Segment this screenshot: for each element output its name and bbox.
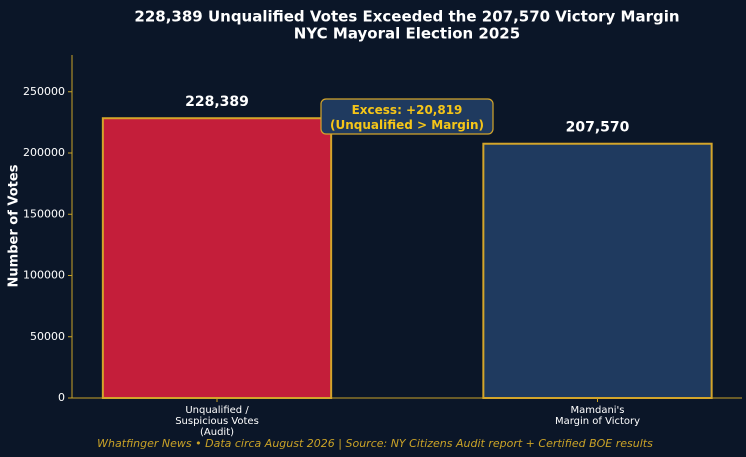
bar: [482, 142, 713, 399]
y-tick-label: 200000: [23, 146, 65, 159]
annotation-box: [320, 98, 494, 135]
annotation: Excess: +20,819 (Unqualified > Margin): [330, 103, 484, 132]
x-tick-label: Unqualified / Suspicious Votes (Audit): [175, 405, 259, 438]
chart-subtitle: NYC Mayoral Election 2025: [294, 25, 520, 43]
footer: Whatfinger News • Data circa August 2026…: [97, 437, 653, 450]
y-tick-label: 0: [58, 391, 65, 404]
chart-title: 228,389 Unqualified Votes Exceeded the 2…: [134, 8, 679, 26]
bar: [101, 117, 333, 399]
value-label: 228,389: [185, 94, 249, 110]
y-tick-label: 50000: [30, 330, 65, 343]
x-tick-label: Mamdani's Margin of Victory: [555, 405, 640, 427]
y-tick-label: 250000: [23, 85, 65, 98]
value-label: 207,570: [566, 120, 630, 136]
y-axis-label: Number of Votes: [7, 164, 22, 287]
y-tick-label: 150000: [23, 207, 65, 220]
y-tick-label: 100000: [23, 269, 65, 282]
